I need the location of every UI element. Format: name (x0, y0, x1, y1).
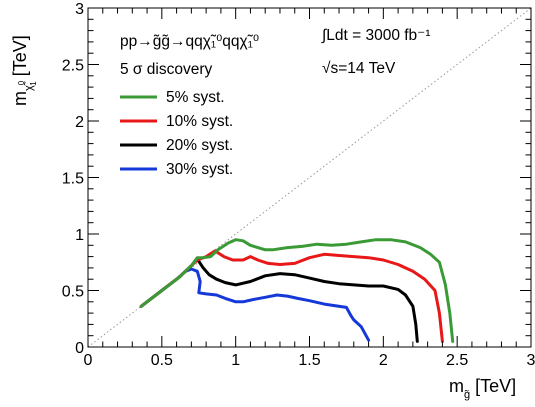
y-axis-subscript: χ̃ (23, 81, 35, 91)
legend: 5% syst. 10% syst. 20% syst. 30% syst. (120, 89, 233, 178)
x-tick-label: 0 (84, 352, 93, 369)
x-tick-label: 0.5 (151, 352, 173, 369)
y-tick-label: 0.5 (62, 284, 84, 301)
y-tick-label: 3 (75, 1, 84, 18)
series-line-1 (139, 238, 455, 343)
y-axis-subscript-idx: 1 (29, 81, 38, 86)
x-axis-title: mg̃ [TeV] (449, 376, 516, 401)
series-line-4 (139, 267, 371, 342)
y-tick-label: 0 (75, 340, 84, 357)
x-axis-subscript: g̃ (464, 389, 470, 401)
x-tick-label: 2 (379, 352, 388, 369)
legend-label-1: 5% syst. (166, 89, 225, 106)
series-line-3 (139, 257, 419, 343)
legend-label-2: 10% syst. (166, 113, 233, 130)
legend-label-4: 30% syst. (166, 161, 233, 178)
y-axis-subscript-sup: 0 (17, 80, 26, 85)
y-tick-label: 1.5 (62, 171, 84, 188)
ticks-layer (87, 7, 532, 348)
significance-annotation: 5 σ discovery (120, 61, 213, 78)
y-tick-label: 2.5 (62, 58, 84, 75)
x-axis-unit: [TeV] (475, 376, 516, 396)
tick-labels-layer: 0 0.5 1 1.5 2 2.5 3 0 0.5 1 1.5 2 2.5 3 (62, 1, 535, 369)
x-axis-symbol: m (449, 376, 464, 396)
y-tick-label: 1 (75, 227, 84, 244)
x-tick-label: 2.5 (446, 352, 468, 369)
series-layer (139, 238, 455, 343)
y-axis-title: mχ̃0 1 [TeV] (10, 35, 38, 106)
process-annotation: pp→g̃g̃→qqχ̃₁⁰qqχ̃₁⁰ (120, 33, 259, 50)
energy-annotation: √s=14 TeV (322, 60, 396, 77)
y-tick-label: 2 (75, 114, 84, 131)
y-axis-unit: [TeV] (10, 35, 30, 76)
luminosity-annotation: ∫Ldt = 3000 fb⁻¹ (321, 27, 431, 44)
legend-label-3: 20% syst. (166, 137, 233, 154)
x-tick-label: 1.5 (298, 352, 320, 369)
y-axis-symbol: m (10, 91, 30, 106)
x-tick-label: 1 (231, 352, 240, 369)
x-tick-label: 3 (527, 352, 535, 369)
